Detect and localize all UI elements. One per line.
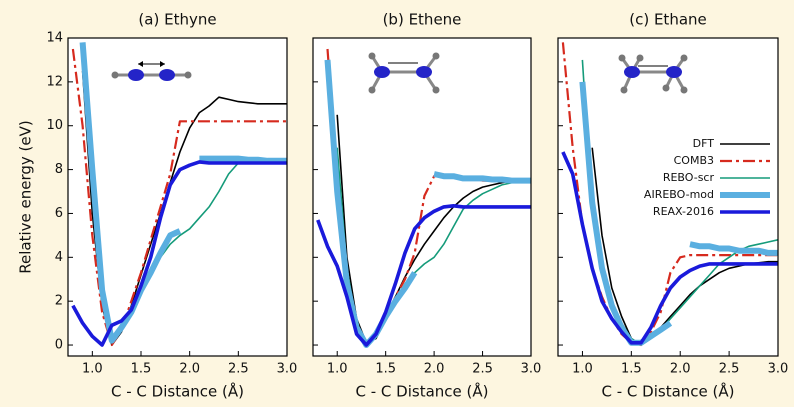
panel-title: (a) Ethyne <box>138 11 216 29</box>
x-tick-label: 1.5 <box>375 362 396 377</box>
y-tick-label: 4 <box>55 250 63 265</box>
series-group <box>71 42 287 347</box>
x-tick-label: 2.5 <box>472 362 493 377</box>
plot-frame <box>312 37 532 357</box>
legend-label: REAX-2016 <box>653 205 714 218</box>
x-tick-label: 1.0 <box>82 362 103 377</box>
x-tick-label: 2.0 <box>179 362 200 377</box>
series-line <box>316 204 531 347</box>
y-tick-label: 6 <box>55 206 63 221</box>
plot-frame <box>557 37 779 357</box>
x-tick-label: 3.0 <box>521 362 542 377</box>
x-tick-label: 3.0 <box>277 362 298 377</box>
series-line <box>71 160 287 347</box>
x-tick-label: 1.5 <box>131 362 152 377</box>
legend-label: DFT <box>693 137 715 150</box>
legend-label: REBO-scr <box>663 171 715 184</box>
series-group <box>316 48 531 348</box>
legend-label: COMB3 <box>674 154 714 167</box>
x-tick-label: 2.0 <box>424 362 445 377</box>
x-axis-label: C - C Distance (Å) <box>111 382 244 401</box>
x-axis-label: C - C Distance (Å) <box>356 382 489 401</box>
x-tick-label: 2.5 <box>228 362 249 377</box>
x-tick-label: 1.0 <box>572 362 593 377</box>
molecule-ethyne <box>111 61 192 81</box>
x-tick-label: 3.0 <box>768 362 789 377</box>
x-tick-label: 1.5 <box>621 362 642 377</box>
x-tick-label: 2.0 <box>670 362 691 377</box>
y-axis-label: Relative energy (eV) <box>17 120 35 274</box>
y-tick-label: 0 <box>55 338 63 353</box>
panel-title: (b) Ethene <box>383 11 462 29</box>
y-tick-label: 10 <box>46 118 63 133</box>
x-tick-label: 1.0 <box>327 362 348 377</box>
y-tick-label: 14 <box>46 31 63 46</box>
panel-title: (c) Ethane <box>629 11 707 29</box>
molecule-ethene <box>368 52 440 94</box>
plot-area <box>313 38 531 356</box>
y-tick-label: 12 <box>46 74 63 89</box>
series-group <box>561 42 778 347</box>
y-tick-label: 8 <box>55 162 63 177</box>
x-tick-label: 2.5 <box>719 362 740 377</box>
plot-frame <box>67 37 288 357</box>
molecule-ethane <box>618 54 688 94</box>
legend-label: AIREBO-mod <box>644 188 714 201</box>
y-tick-label: 2 <box>55 294 63 309</box>
series-line <box>561 151 778 345</box>
x-axis-label: C - C Distance (Å) <box>602 382 735 401</box>
